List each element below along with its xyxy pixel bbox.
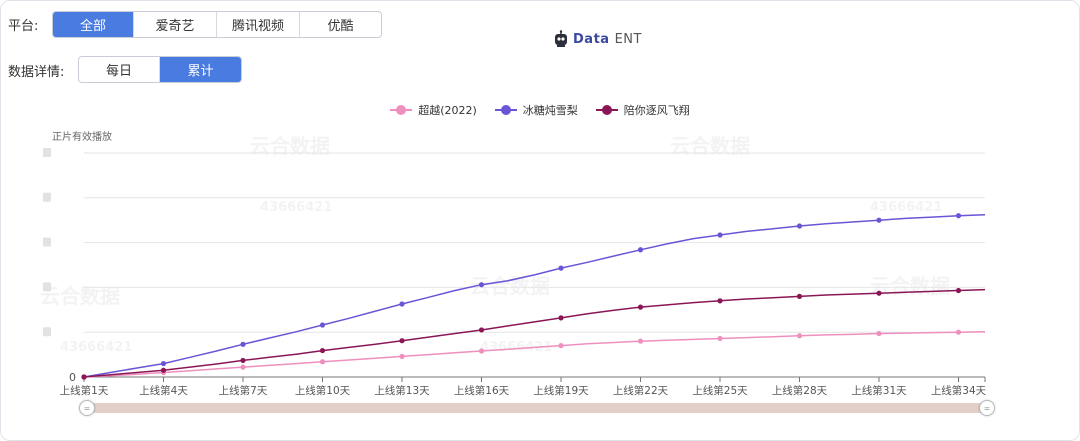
y-tick-label-redacted (43, 192, 51, 202)
legend-swatch-series2 (494, 105, 517, 115)
brand-name-main: Data (573, 31, 610, 47)
x-tick-label: 上线第7天 (219, 384, 268, 397)
x-tick-label: 上线第22天 (613, 384, 669, 397)
legend-swatch-series3 (595, 105, 618, 115)
series-point-2 (637, 247, 644, 253)
x-tick-label: 上线第34天 (931, 384, 987, 397)
series-point-1 (478, 348, 485, 354)
y-tick-label-redacted (43, 327, 51, 337)
detail-label: 数据详情: (8, 65, 65, 80)
x-tick-label: 上线第4天 (139, 384, 188, 397)
x-tick-label: 上线第28天 (772, 384, 828, 397)
x-tick-label: 上线第19天 (533, 384, 589, 397)
series-point-2 (240, 341, 246, 347)
series-point-1 (717, 335, 723, 342)
series-point-2 (160, 360, 167, 367)
platform-segmented-control: 全部 爱奇艺 腾讯视频 优酷 (52, 11, 382, 38)
zoom-slider-right-handle[interactable]: = (979, 400, 995, 416)
x-tick-label: 上线第16天 (454, 384, 510, 397)
y-tick-label-redacted (43, 237, 51, 247)
zoom-slider-track[interactable] (84, 403, 986, 413)
y-tick-label-redacted (43, 148, 51, 157)
chart-legend: 超越(2022) 冰糖炖雪梨 陪你逐风飞翔 (0, 102, 1080, 118)
legend-label-series1: 超越(2022) (418, 104, 477, 117)
series-point-3 (478, 327, 485, 333)
series-point-2 (717, 232, 723, 238)
brand-name-suffix: ENT (614, 31, 642, 47)
series-point-2 (399, 301, 405, 307)
series-point-2 (796, 223, 803, 229)
legend-item-series1[interactable]: 超越(2022) (390, 102, 477, 118)
brand-logo: Data ENT (553, 30, 642, 48)
series-point-2 (319, 322, 326, 328)
series-line-2 (83, 214, 986, 378)
series-point-1 (319, 359, 326, 365)
series-point-1 (637, 338, 644, 344)
detail-option-cumulative[interactable]: 累计 (160, 57, 241, 82)
platform-label: 平台: (8, 19, 39, 34)
legend-item-series2[interactable]: 冰糖炖雪梨 (494, 102, 578, 118)
series-point-1 (399, 353, 405, 359)
detail-segmented-control: 每日 累计 (78, 56, 242, 83)
series-point-2 (876, 217, 882, 223)
detail-option-daily[interactable]: 每日 (79, 57, 160, 82)
series-point-1 (876, 330, 882, 337)
series-point-3 (319, 347, 326, 354)
legend-swatch-series1 (390, 105, 413, 115)
series-point-3 (637, 304, 644, 310)
series-point-3 (876, 290, 882, 296)
legend-item-series3[interactable]: 陪你逐风飞翔 (595, 102, 690, 118)
series-point-2 (955, 213, 962, 219)
series-line-3 (83, 288, 986, 378)
platform-option-all[interactable]: 全部 (53, 12, 134, 37)
series-point-3 (717, 298, 723, 304)
series-point-3 (399, 338, 405, 344)
series-point-3 (240, 357, 246, 364)
x-tick-label: 上线第13天 (374, 384, 430, 397)
robot-icon (555, 30, 567, 47)
platform-option-iqiyi[interactable]: 爱奇艺 (134, 12, 217, 37)
series-point-3 (796, 293, 803, 299)
brand-name: Data ENT (573, 32, 642, 47)
y-tick-label-redacted (43, 282, 51, 292)
series-point-3 (558, 315, 564, 321)
series-point-1 (558, 343, 564, 349)
x-tick-label: 上线第10天 (295, 384, 351, 397)
zoom-slider-left-handle[interactable]: = (79, 400, 95, 416)
series-point-3 (81, 374, 87, 380)
series-point-2 (478, 282, 485, 288)
series-point-1 (955, 329, 962, 335)
y-axis-title: 正片有效播放 (52, 132, 112, 143)
platform-option-tencent[interactable]: 腾讯视频 (217, 12, 300, 37)
series-point-1 (240, 364, 246, 370)
x-tick-label: 上线第1天 (60, 384, 109, 397)
legend-label-series2: 冰糖炖雪梨 (522, 104, 578, 117)
series-line-1 (83, 331, 986, 378)
platform-option-youku[interactable]: 优酷 (327, 19, 354, 34)
series-point-3 (160, 367, 167, 373)
x-tick-label: 上线第25天 (692, 384, 748, 397)
series-point-1 (796, 333, 803, 339)
x-tick-label: 上线第31天 (851, 384, 907, 397)
series-point-2 (558, 265, 564, 271)
series-point-3 (955, 287, 962, 294)
y-tick-label: 0 (69, 371, 76, 384)
legend-label-series3: 陪你逐风飞翔 (623, 104, 690, 117)
